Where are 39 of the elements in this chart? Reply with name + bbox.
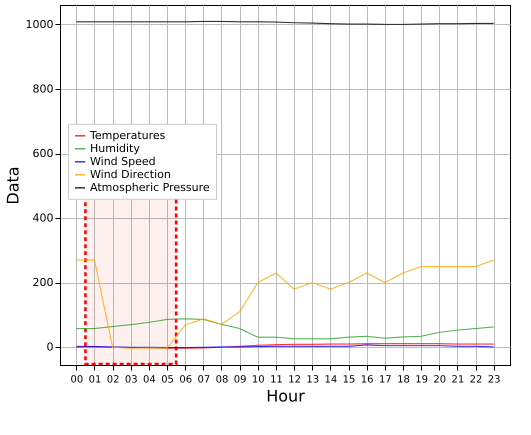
x-tick-label: 08 xyxy=(216,374,228,386)
x-tick-label: 21 xyxy=(452,374,464,386)
x-tick-label: 01 xyxy=(88,374,102,386)
y-tick-label: 800 xyxy=(32,82,54,96)
x-tick-label: 00 xyxy=(70,374,84,386)
legend-label: Wind Speed xyxy=(90,154,156,168)
legend-label: Humidity xyxy=(90,142,140,155)
y-tick-label: 600 xyxy=(32,147,54,160)
legend-label: Temperatures xyxy=(89,128,166,142)
x-tick-label: 17 xyxy=(378,374,392,386)
y-tick-label: 400 xyxy=(32,212,54,225)
line-series xyxy=(76,318,494,340)
x-tick-label: 18 xyxy=(397,374,410,386)
x-tick-label: 12 xyxy=(288,374,301,386)
x-tick-label: 05 xyxy=(161,374,174,386)
y-tick-label: 200 xyxy=(32,276,54,290)
x-tick-label: 11 xyxy=(270,374,283,386)
x-tick-label: 02 xyxy=(106,374,120,386)
x-tick-label: 20 xyxy=(433,374,446,386)
x-tick-label: 23 xyxy=(488,374,501,386)
x-tick-label: 07 xyxy=(197,374,210,386)
x-tick-label: 19 xyxy=(415,374,428,386)
x-tick-label: 22 xyxy=(470,374,482,386)
line-series xyxy=(76,260,494,349)
x-tick-label: 04 xyxy=(143,374,156,386)
legend-label: Wind Direction xyxy=(90,168,171,181)
x-tick-label: 03 xyxy=(124,374,138,386)
x-tick-label: 16 xyxy=(360,374,374,386)
x-tick-label: 09 xyxy=(234,374,247,386)
x-tick-label: 10 xyxy=(252,374,265,386)
y-axis-title: Data xyxy=(4,166,23,205)
x-axis-title: Hour xyxy=(266,386,306,406)
x-tick-label: 06 xyxy=(179,374,192,386)
x-tick-label: 15 xyxy=(342,374,356,386)
x-tick-label: 14 xyxy=(324,374,338,386)
y-tick-label: 1000 xyxy=(26,18,54,31)
legend-label: Atmospheric Pressure xyxy=(90,180,210,194)
x-tick-label: 13 xyxy=(306,374,320,386)
y-tick-label: 0 xyxy=(46,340,54,354)
